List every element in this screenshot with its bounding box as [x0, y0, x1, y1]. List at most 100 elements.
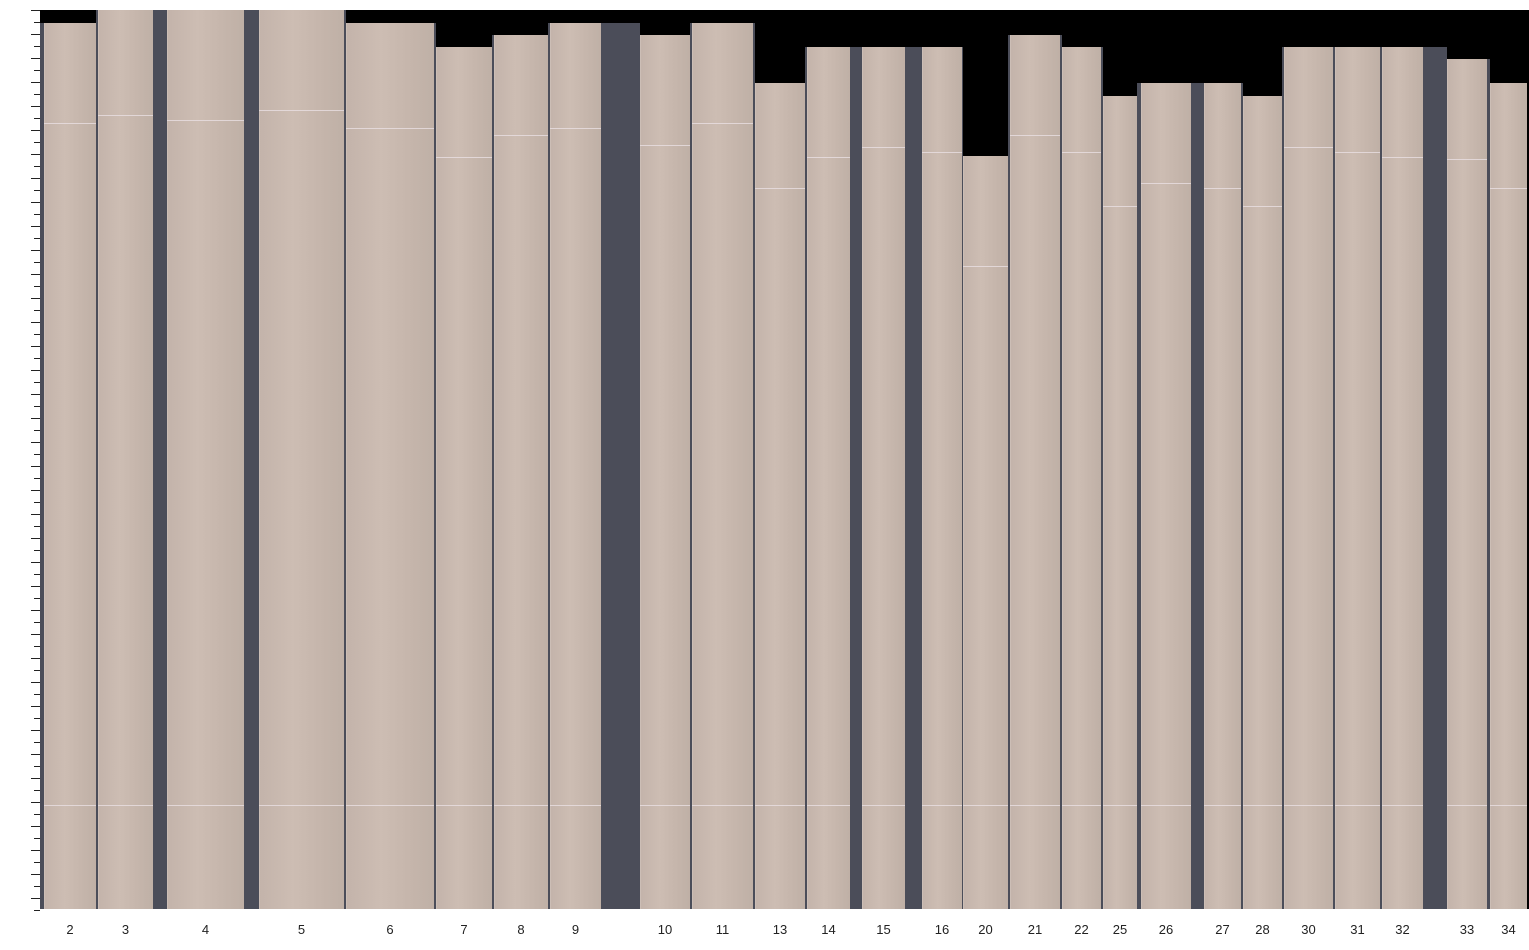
ruler-tick	[34, 646, 40, 647]
gap	[1282, 47, 1284, 909]
seam-line	[259, 110, 344, 111]
gap	[1333, 47, 1335, 909]
gap	[601, 23, 640, 909]
ruler-tick	[34, 670, 40, 671]
veneer-strip	[346, 23, 434, 909]
seam-line	[692, 123, 753, 124]
strip-label: 30	[1301, 922, 1316, 937]
ruler-tick	[34, 46, 40, 47]
ruler-tick	[34, 190, 40, 191]
ruler-tick	[31, 802, 40, 803]
seam-line	[963, 266, 1008, 267]
gap	[905, 47, 922, 909]
seam-line	[1141, 183, 1191, 184]
ruler-tick	[31, 106, 40, 107]
strip-label: 15	[876, 922, 891, 937]
ruler-tick	[34, 478, 40, 479]
veneer-strip	[494, 35, 548, 909]
ruler-tick	[34, 166, 40, 167]
gap	[1191, 83, 1204, 909]
gap	[1241, 83, 1243, 909]
seam-line	[494, 805, 548, 806]
ruler-tick	[34, 70, 40, 71]
ruler-tick	[31, 634, 40, 635]
ruler-tick	[31, 874, 40, 875]
strip-label: 26	[1158, 922, 1174, 937]
strip-label: 28	[1255, 922, 1270, 937]
seam-line	[98, 115, 153, 116]
seam-line	[755, 805, 805, 806]
veneer-strip	[550, 23, 601, 909]
ruler-tick	[34, 574, 40, 575]
seam-line	[1010, 805, 1060, 806]
ruler-tick	[34, 454, 40, 455]
seam-line	[167, 805, 244, 806]
gap	[962, 47, 963, 909]
gap	[492, 35, 494, 909]
gap	[690, 23, 692, 909]
ruler-tick	[34, 742, 40, 743]
seam-line	[1103, 206, 1137, 207]
veneer-strip	[436, 47, 492, 909]
gap	[548, 23, 550, 909]
strip-label: 14	[821, 922, 836, 937]
seam-line	[1382, 157, 1423, 158]
ruler-tick	[34, 790, 40, 791]
seam-line	[44, 805, 96, 806]
ruler-tick	[34, 502, 40, 503]
veneer-strip	[1284, 47, 1333, 909]
seam-line	[1382, 805, 1423, 806]
veneer-strip	[1062, 47, 1101, 909]
strip-label: 27	[1215, 922, 1230, 937]
gap	[1137, 83, 1141, 909]
seam-line	[1204, 805, 1241, 806]
ruler-tick	[31, 826, 40, 827]
veneer-strip	[963, 156, 1008, 909]
strip-label: 25	[1112, 922, 1128, 937]
strip-label: 34	[1501, 922, 1516, 937]
seam-line	[1141, 805, 1191, 806]
seam-line	[436, 805, 492, 806]
ruler-tick	[34, 886, 40, 887]
ruler-tick	[34, 118, 40, 119]
ruler-tick	[31, 418, 40, 419]
seam-line	[346, 805, 434, 806]
seam-line	[1243, 805, 1282, 806]
ruler-tick	[34, 286, 40, 287]
ruler-tick	[34, 430, 40, 431]
strip-label: 3	[121, 922, 130, 937]
ruler-tick	[31, 394, 40, 395]
ruler-tick	[31, 514, 40, 515]
ruler-tick	[34, 262, 40, 263]
ruler-tick	[31, 730, 40, 731]
strip-label: 11	[715, 922, 730, 937]
seam-line	[1243, 206, 1282, 207]
ruler-tick	[34, 334, 40, 335]
ruler-tick	[31, 298, 40, 299]
ruler-tick	[31, 682, 40, 683]
veneer-strip	[862, 47, 905, 909]
strip-label: 31	[1350, 922, 1365, 937]
veneer-strip	[922, 47, 962, 909]
seam-line	[436, 157, 492, 158]
ruler-tick	[31, 322, 40, 323]
seam-line	[1447, 805, 1487, 806]
ruler-tick	[31, 250, 40, 251]
gap	[1487, 59, 1490, 909]
seam-line	[807, 805, 850, 806]
seam-line	[862, 147, 905, 148]
gap	[40, 23, 44, 909]
ruler-tick	[34, 238, 40, 239]
strip-label: 33	[1459, 922, 1475, 937]
ruler-tick	[31, 130, 40, 131]
seam-line	[1447, 159, 1487, 160]
ruler-tick	[31, 586, 40, 587]
ruler-tick	[34, 142, 40, 143]
veneer-strip	[1103, 96, 1137, 909]
ruler-tick	[34, 622, 40, 623]
gap	[1101, 47, 1103, 909]
seam-line	[167, 120, 244, 121]
ruler-tick	[34, 694, 40, 695]
veneer-strip	[807, 47, 850, 909]
seam-line	[807, 157, 850, 158]
